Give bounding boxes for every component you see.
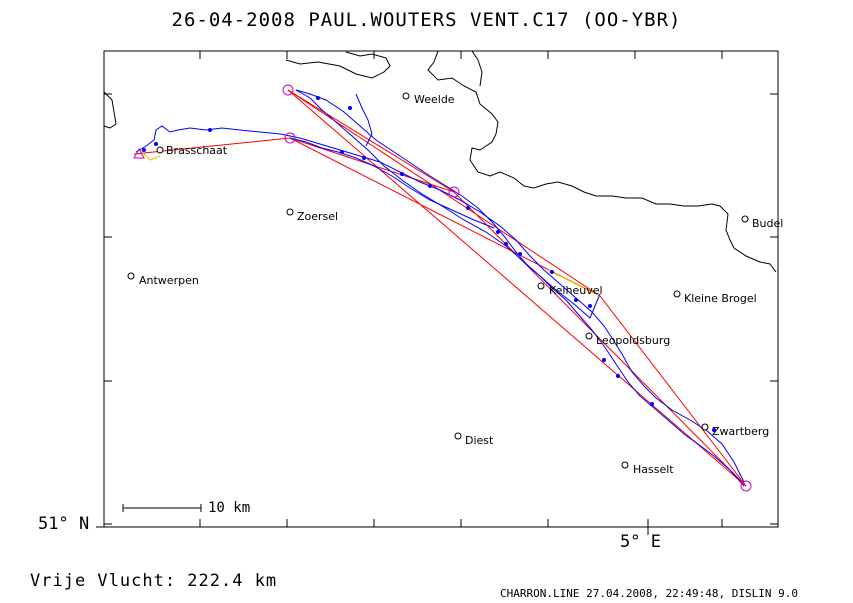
longitude-label: 5° E [620,532,661,552]
place-label-zwartberg: Zwartberg [712,425,770,438]
border-north [471,50,483,87]
place-marker-diest [454,432,462,440]
place-label-kleine-brogel: Kleine Brogel [684,292,757,305]
closing-segment [547,269,601,297]
turnpoint-3 [448,186,460,198]
map-frame [103,50,779,528]
track-outbound [135,125,745,483]
place-marker-leopoldsburg [585,332,593,340]
place-marker-zwartberg [701,423,709,431]
place-label-weelde: Weelde [414,93,455,106]
flight-track [135,89,745,487]
border-main [427,50,777,273]
border-north-enclave [285,51,391,79]
place-markers [127,92,749,469]
chart-title: 26-04-2008 PAUL.WOUTERS VENT.C17 (OO-YBR… [171,9,682,31]
border-west [103,91,117,129]
place-marker-hasselt [621,461,629,469]
place-marker-budel [741,215,749,223]
place-label-antwerpen: Antwerpen [139,274,199,287]
latitude-label: 51° N [38,514,90,534]
task-leg-north [287,89,455,193]
flight-distance: Vrije Vlucht: 222.4 km [30,571,278,591]
place-marker-keiheuvel [537,282,545,290]
turnpoint-4 [740,480,752,492]
footer-credit: CHARRON.LINE 27.04.2008, 22:49:48, DISLI… [500,587,799,600]
track-segment [289,137,495,229]
place-label-hasselt: Hasselt [633,463,674,476]
place-label-zoersel: Zoersel [297,210,339,223]
place-label-keiheuvel: Keiheuvel [549,284,603,297]
place-marker-kleine-brogel [673,290,681,298]
place-marker-brasschaat [156,146,164,154]
border-lines [103,50,777,273]
track-loop [355,93,373,147]
place-marker-zoersel [286,208,294,216]
scale-bar [122,504,202,512]
place-label-brasschaat: Brasschaat [166,144,228,157]
axis-ticks [96,51,778,535]
turnpoint-2 [284,132,296,144]
start-segment [139,149,161,161]
track-markers [142,96,716,432]
place-marker-weelde [402,92,410,100]
turnpoint-1 [282,84,294,96]
scale-bar-label: 10 km [208,500,251,516]
place-marker-antwerpen [127,272,135,280]
start-triangle [133,147,145,159]
place-label-budel: Budel [752,217,784,230]
place-label-diest: Diest [465,434,494,447]
turnpoints [133,84,752,492]
place-label-leopoldsburg: Leopoldsburg [596,334,671,347]
task-leg-diagonal [287,89,747,487]
